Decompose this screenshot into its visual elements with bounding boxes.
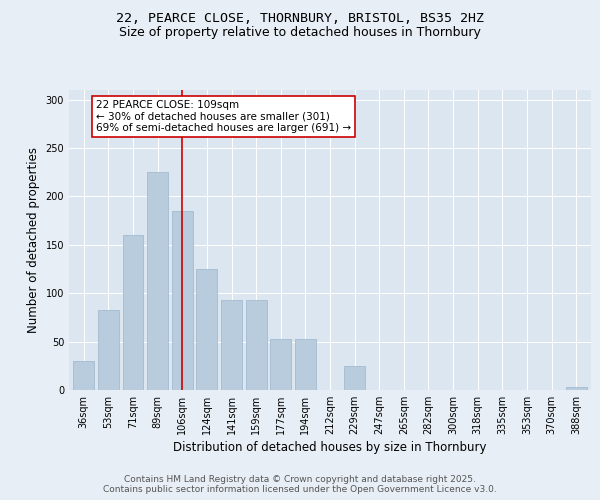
Bar — [245, 300, 266, 390]
Bar — [98, 310, 119, 390]
Bar — [122, 235, 143, 390]
Bar — [196, 269, 217, 390]
Text: Contains HM Land Registry data © Crown copyright and database right 2025.: Contains HM Land Registry data © Crown c… — [124, 475, 476, 484]
Bar — [344, 366, 365, 390]
Bar — [221, 300, 242, 390]
Bar — [172, 211, 193, 390]
Bar — [270, 338, 291, 390]
Bar — [73, 361, 94, 390]
X-axis label: Distribution of detached houses by size in Thornbury: Distribution of detached houses by size … — [173, 441, 487, 454]
Text: 22, PEARCE CLOSE, THORNBURY, BRISTOL, BS35 2HZ: 22, PEARCE CLOSE, THORNBURY, BRISTOL, BS… — [116, 12, 484, 26]
Bar — [566, 387, 587, 390]
Y-axis label: Number of detached properties: Number of detached properties — [27, 147, 40, 333]
Text: Size of property relative to detached houses in Thornbury: Size of property relative to detached ho… — [119, 26, 481, 39]
Bar — [147, 172, 168, 390]
Bar — [295, 338, 316, 390]
Text: 22 PEARCE CLOSE: 109sqm
← 30% of detached houses are smaller (301)
69% of semi-d: 22 PEARCE CLOSE: 109sqm ← 30% of detache… — [96, 100, 351, 133]
Text: Contains public sector information licensed under the Open Government Licence v3: Contains public sector information licen… — [103, 485, 497, 494]
